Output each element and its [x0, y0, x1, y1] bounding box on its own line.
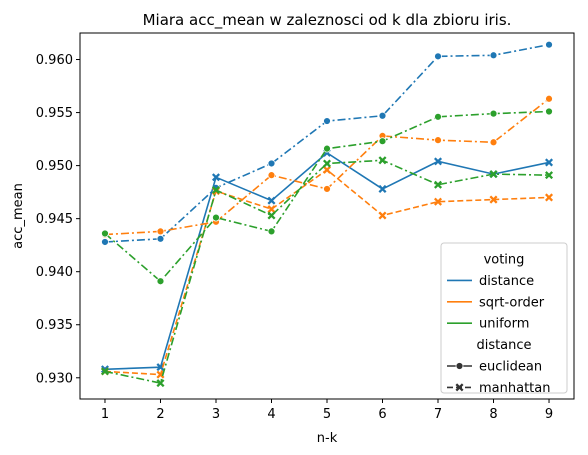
- x-tick-label: 5: [323, 407, 331, 422]
- y-tick-label: 0.945: [36, 212, 73, 227]
- series-distance-euclidean: [101, 40, 553, 246]
- data-point: [101, 229, 109, 238]
- data-point: [323, 117, 331, 125]
- data-point: [156, 370, 165, 379]
- legend-entry-label: sqrt-order: [479, 295, 545, 310]
- x-tick-label: 2: [156, 407, 164, 422]
- series-uniform-manhattan: [100, 156, 554, 388]
- data-point: [378, 156, 387, 165]
- y-axis-title: acc_mean: [11, 183, 26, 249]
- data-point: [267, 205, 276, 214]
- x-axis-title: n-k: [317, 431, 338, 446]
- data-point: [156, 277, 165, 286]
- data-point: [545, 94, 553, 103]
- data-point: [489, 138, 498, 147]
- data-point: [156, 227, 165, 236]
- legend-entry-label: manhattan: [479, 381, 550, 396]
- y-axis: 0.930 0.935 0.940 0.945 0.950 0.955 0.960: [36, 53, 80, 386]
- data-point: [267, 171, 276, 180]
- data-point: [545, 171, 554, 180]
- data-point: [378, 111, 387, 120]
- data-point: [322, 165, 332, 174]
- data-point: [322, 159, 332, 168]
- x-tick-label: 3: [212, 407, 220, 422]
- data-point: [211, 173, 221, 182]
- data-point: [378, 211, 387, 220]
- data-point: [267, 227, 276, 236]
- data-point: [378, 137, 387, 146]
- data-point: [489, 170, 498, 179]
- data-point: [433, 180, 443, 189]
- legend-entry-label: uniform: [479, 317, 529, 332]
- x-tick-label: 9: [545, 407, 553, 422]
- data-point: [545, 107, 553, 116]
- y-tick-label: 0.935: [36, 318, 73, 333]
- data-point: [156, 379, 165, 388]
- x-tick-label: 8: [489, 407, 497, 422]
- data-point: [100, 367, 109, 376]
- legend-box: [440, 242, 568, 394]
- x-tick-label: 1: [101, 407, 109, 422]
- data-point: [267, 159, 276, 168]
- data-point: [489, 109, 498, 118]
- data-point: [323, 144, 331, 153]
- legend-entry-label: euclidean: [479, 360, 542, 375]
- y-tick-label: 0.960: [36, 53, 73, 68]
- y-tick-label: 0.930: [36, 371, 73, 386]
- series-layer: [100, 40, 554, 388]
- data-point: [433, 157, 443, 166]
- series-sqrt-order-euclidean: [101, 94, 553, 239]
- data-point: [545, 158, 554, 167]
- data-point: [267, 196, 276, 205]
- data-point: [489, 51, 498, 60]
- data-point: [433, 197, 443, 206]
- x-tick-label: 4: [267, 407, 275, 422]
- legend-marker: [455, 362, 464, 370]
- chart-title: Miara acc_mean w zaleznosci od k dla zbi…: [143, 11, 512, 30]
- legend-hue-title: voting: [484, 253, 525, 268]
- legend-marker: [455, 383, 464, 392]
- data-point: [211, 185, 221, 195]
- data-point: [434, 136, 442, 145]
- series-uniform-euclidean: [101, 107, 553, 286]
- data-point: [156, 234, 165, 243]
- data-point: [378, 184, 387, 193]
- legend-entry-label: distance: [479, 274, 534, 289]
- data-point: [212, 213, 220, 222]
- data-point: [434, 112, 442, 121]
- data-point: [267, 211, 276, 220]
- y-tick-label: 0.940: [36, 265, 73, 280]
- data-point: [489, 195, 498, 204]
- data-point: [434, 52, 442, 61]
- legend: voting distance sqrt-order uniform distance e…: [440, 242, 568, 396]
- series-line: [104, 110, 550, 283]
- y-tick-label: 0.950: [36, 159, 73, 174]
- x-tick-label: 7: [434, 407, 442, 422]
- x-axis: 1 2 3 4 5 6 7 8 9: [101, 399, 553, 422]
- legend-style-title: distance: [476, 338, 531, 353]
- series-line: [104, 159, 550, 385]
- y-tick-label: 0.955: [36, 106, 73, 121]
- series-line: [104, 43, 550, 243]
- x-tick-label: 6: [378, 407, 386, 422]
- data-point: [545, 193, 554, 202]
- data-point: [545, 40, 553, 49]
- data-point: [323, 185, 331, 193]
- data-point: [101, 238, 109, 246]
